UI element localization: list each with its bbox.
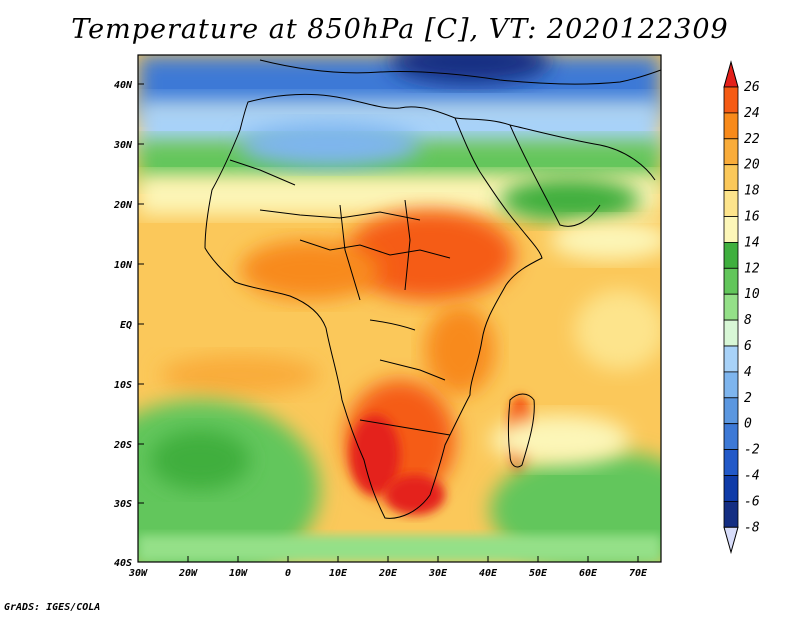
- colorbar-box: [723, 449, 739, 476]
- grads-credit: GrADS: IGES/COLA: [4, 602, 101, 613]
- colorbar-label: 12: [744, 261, 760, 276]
- lat-label: EQ: [120, 320, 132, 331]
- colorbar-label: 20: [744, 158, 760, 173]
- colorbar-label: 10: [744, 287, 760, 302]
- latitude-axis: 40N 30N 20N 10N EQ 10S 20S 30S 40S: [113, 80, 144, 569]
- colorbar-box: [723, 190, 739, 217]
- colorbar-label: 22: [744, 132, 760, 147]
- colorbar-box: [723, 241, 739, 269]
- lon-label: 20W: [178, 568, 198, 579]
- colorbar-label: 26: [744, 80, 760, 95]
- colorbar-label: -2: [744, 443, 760, 458]
- lon-label: 40E: [479, 568, 498, 579]
- colorbar-box: [723, 397, 739, 425]
- colorbar-label: 14: [744, 235, 760, 250]
- colorbar-label: -8: [744, 520, 760, 535]
- colorbar-label: 24: [744, 106, 760, 121]
- colorbar-label: 2: [744, 391, 752, 406]
- lon-label: 30E: [428, 568, 448, 579]
- lon-label: 10E: [329, 568, 348, 579]
- colorbar-label: -4: [744, 469, 760, 484]
- lon-label: 10W: [229, 568, 248, 579]
- colorbar-box: [723, 267, 739, 295]
- lat-label: 20N: [113, 200, 133, 211]
- colorbar-box: [723, 86, 739, 114]
- lat-label: 10N: [114, 260, 133, 271]
- coastlines: [204, 59, 661, 519]
- map-frame: [137, 54, 662, 563]
- lat-label: 40S: [114, 558, 132, 569]
- colorbar-box: [723, 371, 739, 399]
- lat-label: 30N: [113, 140, 133, 151]
- colorbar-label: 8: [744, 313, 752, 328]
- colorbar-label: 6: [744, 339, 752, 354]
- colorbar-label: -6: [744, 494, 760, 509]
- lon-label: 60E: [579, 568, 598, 579]
- colorbar-arrow-bottom: [723, 526, 739, 555]
- chart-title: Temperature at 850hPa [C], VT: 202012230…: [71, 14, 729, 45]
- colorbar-box: [723, 216, 739, 243]
- lon-label: 20E: [378, 568, 398, 579]
- lat-label: 30S: [113, 499, 132, 510]
- lat-label: 20S: [113, 440, 132, 451]
- colorbar-box: [723, 138, 739, 166]
- colorbar-box: [723, 500, 739, 528]
- lon-label: 70E: [629, 568, 648, 579]
- colorbar-label: 4: [744, 365, 752, 380]
- colorbar-arrow-top: [723, 60, 739, 88]
- lon-label: 0: [285, 568, 291, 579]
- colorbar-label: 18: [744, 184, 760, 199]
- colorbar-box: [723, 164, 739, 191]
- colorbar-label: 16: [744, 210, 760, 225]
- colorbar-box: [723, 293, 739, 321]
- lat-label: 10S: [114, 380, 132, 391]
- colorbar-box: [723, 319, 739, 347]
- temperature-field: [138, 55, 661, 562]
- lon-label: 50E: [529, 568, 548, 579]
- colorbar-label: 0: [744, 417, 752, 432]
- lon-label: 30W: [128, 568, 148, 579]
- lat-label: 40N: [114, 80, 133, 91]
- colorbar-box: [723, 345, 739, 373]
- colorbar-box: [723, 423, 739, 451]
- colorbar-box: [723, 475, 739, 502]
- colorbar-box: [723, 112, 739, 140]
- longitude-axis: 30W 20W 10W 0 10E 20E 30E 40E 50E 60E 70…: [128, 556, 648, 579]
